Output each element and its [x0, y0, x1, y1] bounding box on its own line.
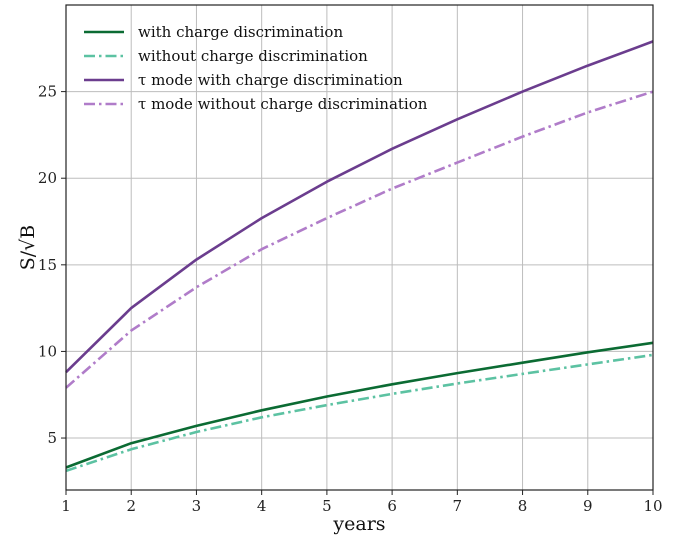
y-tick-label: 10: [38, 342, 57, 360]
series-line-3: [65, 40, 654, 374]
y-tick-label: 15: [38, 256, 57, 274]
grid: [65, 5, 654, 490]
legend-label: τ mode with charge discrimination: [138, 71, 403, 89]
x-tick-label: 7: [453, 497, 463, 515]
x-axis-label: years: [332, 513, 385, 535]
series-line-2: [65, 353, 654, 473]
axis-ticks: 1 2 3 4 5 6 7 8 9 10 5 10 15 20 25: [38, 83, 663, 515]
y-axis-label: S/√B: [17, 225, 39, 271]
x-tick-label: 1: [61, 497, 71, 515]
series-line-4: [65, 90, 654, 389]
legend: with charge discrimination without charge…: [84, 23, 428, 113]
y-tick-label: 20: [38, 169, 57, 187]
x-tick-label: 3: [192, 497, 202, 515]
legend-label: τ mode without charge discrimination: [138, 95, 428, 113]
series-line-1: [65, 341, 654, 469]
y-tick-label: 5: [47, 429, 57, 447]
x-tick-label: 10: [643, 497, 662, 515]
x-tick-label: 2: [126, 497, 136, 515]
x-tick-label: 6: [387, 497, 397, 515]
y-tick-label: 25: [38, 83, 57, 101]
legend-label: with charge discrimination: [138, 23, 343, 41]
x-tick-label: 8: [518, 497, 528, 515]
x-tick-label: 4: [257, 497, 267, 515]
legend-label: without charge discrimination: [138, 47, 368, 65]
series-lines: [65, 40, 654, 473]
x-tick-label: 9: [583, 497, 593, 515]
x-tick-label: 5: [322, 497, 332, 515]
plot-frame: [65, 4, 654, 491]
